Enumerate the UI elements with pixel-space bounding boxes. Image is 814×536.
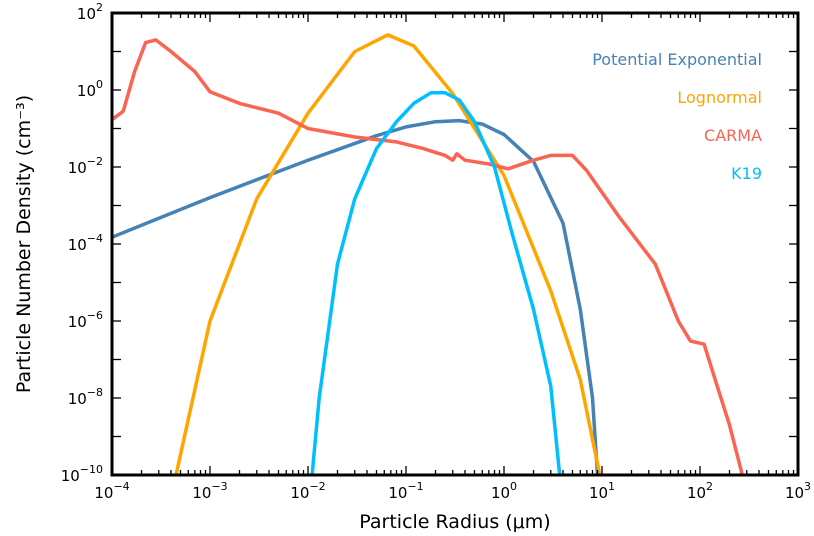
y-tick-label: 10−8 [68, 386, 103, 408]
legend-entry-3: CARMA [704, 126, 762, 145]
y-tick-label: 102 [77, 1, 103, 23]
series-layer [112, 33, 745, 475]
y-axis-label: Particle Number Density (cm⁻³) [13, 95, 35, 393]
x-tick-label: 101 [589, 480, 615, 502]
y-tick-label: 10−2 [68, 155, 103, 177]
legend-entry-1: Potential Exponential [592, 50, 762, 69]
y-tick-labels: 10−10 10−8 10−6 10−4 10−2 100 102 [61, 1, 103, 485]
x-tick-label: 103 [785, 480, 811, 502]
series-line-1 [112, 118, 600, 475]
x-tick-label: 10−2 [290, 480, 325, 502]
y-tick-label: 10−10 [61, 463, 103, 485]
y-tick-label: 100 [77, 78, 103, 100]
series-line-2 [174, 33, 602, 475]
legend: Potential Exponential Lognormal CARMA K19 [592, 50, 762, 183]
x-tick-label: 10−4 [94, 480, 129, 502]
x-tick-labels: 10−4 10−3 10−2 10−1 100 101 102 103 [94, 480, 811, 502]
series-line-4 [310, 90, 562, 475]
legend-entry-2: Lognormal [677, 88, 762, 107]
x-tick-label: 10−1 [388, 480, 423, 502]
x-axis-label: Particle Radius (μm) [359, 511, 550, 533]
y-tick-label: 10−4 [68, 232, 103, 254]
x-tick-label: 10−3 [192, 480, 227, 502]
ticks-layer [111, 12, 799, 476]
x-tick-label: 100 [491, 480, 517, 502]
plot-frame [110, 11, 800, 477]
x-tick-label: 102 [687, 480, 713, 502]
y-tick-label: 10−6 [68, 309, 103, 331]
series-line-3 [112, 38, 745, 475]
legend-entry-4: K19 [731, 164, 762, 183]
